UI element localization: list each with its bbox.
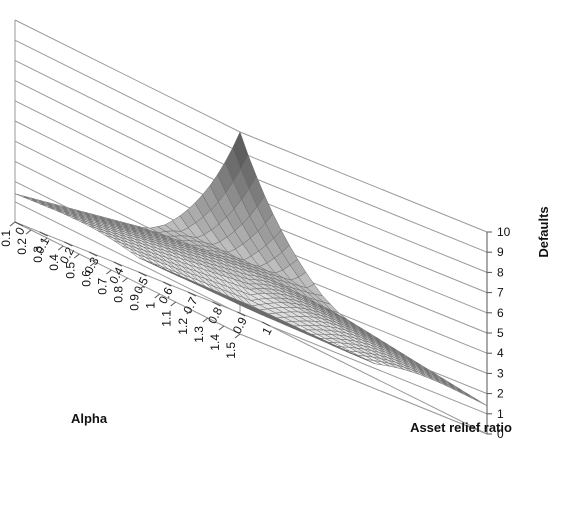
y-tick-mark <box>106 269 112 275</box>
x-tick-mark <box>64 241 73 247</box>
y-tick-mark <box>122 277 128 283</box>
z-tick-label: 4 <box>497 346 504 360</box>
z-tick-label: 9 <box>497 245 504 259</box>
y-tick-mark <box>186 309 193 315</box>
x-tick-mark <box>88 251 98 257</box>
y-tick-mark <box>73 253 80 259</box>
z-tick-label: 1 <box>497 407 504 421</box>
surface-cell <box>253 307 270 315</box>
y-tick-label: 0.2 <box>15 238 29 255</box>
y-tick-mark <box>25 229 32 235</box>
x-tick-mark <box>138 271 147 277</box>
z-tick-label: 5 <box>497 326 504 340</box>
y-tick-mark <box>218 325 225 331</box>
y-tick-label: 1.3 <box>192 326 206 343</box>
z-axis-title: Defaults <box>536 206 551 257</box>
y-tick-label: 0.6 <box>79 270 93 287</box>
y-tick-label: 1.2 <box>176 318 190 335</box>
y-tick-label: 0.3 <box>31 246 45 263</box>
x-axis-title: Asset relief ratio <box>410 420 512 435</box>
y-tick-mark <box>41 237 48 243</box>
z-tick-label: 8 <box>497 265 504 279</box>
z-axis: 0 1 2 3 4 5 6 7 8 9 10 <box>486 225 511 441</box>
z-tick-label: 7 <box>497 286 504 300</box>
defaults-surface <box>14 131 488 406</box>
y-axis-title: Alpha <box>71 411 108 426</box>
x-tick-mark <box>14 221 24 227</box>
z-tick-label: 2 <box>497 387 504 401</box>
z-tick-label: 6 <box>497 306 504 320</box>
y-axis: 0.1 0.2 0.3 0.4 0.5 0.6 0.7 0.8 0.9 11.1 1.2 1.3 1.4… <box>0 221 241 359</box>
y-tick-label: 0.8 <box>112 286 126 303</box>
x-tick-mark <box>261 321 271 327</box>
z-tick-label: 0 <box>497 427 504 441</box>
x-tick-mark <box>212 301 221 307</box>
y-tick-label: 1.4 <box>208 334 222 351</box>
y-tick-mark <box>202 317 209 323</box>
x-tick-mark <box>39 231 48 237</box>
y-tick-label: 1 <box>144 302 158 309</box>
y-tick-mark <box>57 245 64 251</box>
y-tick-mark <box>170 301 177 307</box>
z-tick-label: 10 <box>497 225 511 239</box>
y-tick-mark <box>9 221 16 227</box>
y-tick-label: 1.1 <box>160 310 174 327</box>
y-tick-label: 0.9 <box>128 294 142 311</box>
y-tick-label: 0.1 <box>0 230 13 247</box>
z-tick-label: 3 <box>497 366 504 380</box>
x-tick-mark <box>187 291 197 297</box>
y-tick-label: 0.4 <box>47 254 61 271</box>
y-tick-mark <box>154 293 160 299</box>
x-tick-mark <box>162 281 172 287</box>
x-tick-mark <box>237 311 246 317</box>
y-tick-mark <box>138 285 144 291</box>
y-tick-label: 0.7 <box>95 278 109 295</box>
y-tick-mark <box>90 261 96 267</box>
x-tick-mark <box>113 261 123 267</box>
y-tick-label: 1.5 <box>224 342 238 359</box>
y-tick-mark <box>234 333 241 339</box>
y-tick-label: 0.5 <box>63 262 77 279</box>
